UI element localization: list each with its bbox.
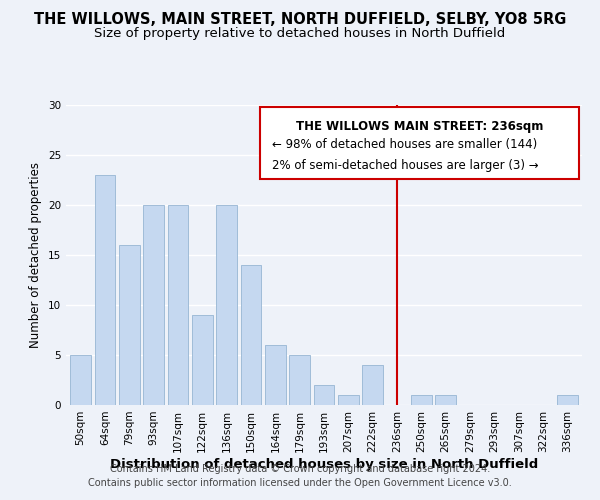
Text: Size of property relative to detached houses in North Duffield: Size of property relative to detached ho… xyxy=(94,28,506,40)
Bar xyxy=(314,385,334,405)
Bar xyxy=(167,205,188,405)
Bar xyxy=(143,205,164,405)
Bar xyxy=(70,355,91,405)
FancyBboxPatch shape xyxy=(260,106,580,178)
Bar xyxy=(362,365,383,405)
Text: 2% of semi-detached houses are larger (3) →: 2% of semi-detached houses are larger (3… xyxy=(272,159,539,172)
Bar xyxy=(95,175,115,405)
Bar xyxy=(289,355,310,405)
Bar xyxy=(241,265,262,405)
Text: THE WILLOWS MAIN STREET: 236sqm: THE WILLOWS MAIN STREET: 236sqm xyxy=(296,120,543,133)
Y-axis label: Number of detached properties: Number of detached properties xyxy=(29,162,43,348)
Bar xyxy=(338,395,359,405)
Text: Contains HM Land Registry data © Crown copyright and database right 2024.
Contai: Contains HM Land Registry data © Crown c… xyxy=(88,464,512,487)
Bar xyxy=(216,205,237,405)
Bar xyxy=(192,315,212,405)
Bar xyxy=(265,345,286,405)
Bar xyxy=(436,395,456,405)
X-axis label: Distribution of detached houses by size in North Duffield: Distribution of detached houses by size … xyxy=(110,458,538,470)
Bar xyxy=(119,245,140,405)
Bar xyxy=(557,395,578,405)
Bar xyxy=(411,395,432,405)
Text: ← 98% of detached houses are smaller (144): ← 98% of detached houses are smaller (14… xyxy=(272,138,538,151)
Text: THE WILLOWS, MAIN STREET, NORTH DUFFIELD, SELBY, YO8 5RG: THE WILLOWS, MAIN STREET, NORTH DUFFIELD… xyxy=(34,12,566,28)
